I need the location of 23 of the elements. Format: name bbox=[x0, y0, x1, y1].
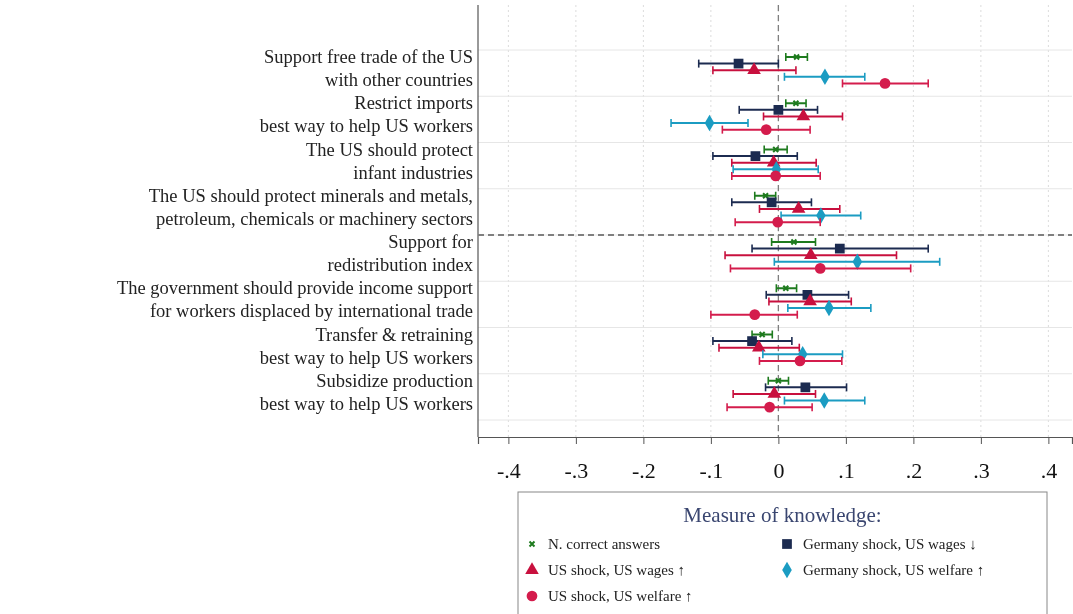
x-tick-label: -.3 bbox=[564, 457, 589, 483]
legend-label: Germany shock, US welfare ↑ bbox=[803, 562, 985, 578]
x-tick-label: -.4 bbox=[496, 457, 521, 483]
x-tick-label: -.1 bbox=[699, 457, 724, 483]
y-tick-label: Restrict imports best way to help US workers bbox=[259, 93, 473, 137]
y-tick-label: Subsidize production best way to help US workers bbox=[259, 370, 473, 414]
x-tick-label: .2 bbox=[905, 457, 923, 483]
y-tick-label: The government should provide income support for workers displaced by international trade bbox=[116, 278, 474, 322]
y-tick-label: The US should protect infant industries bbox=[306, 139, 474, 183]
legend-label: US shock, US welfare ↑ bbox=[548, 588, 693, 604]
x-tick-label: .4 bbox=[1040, 457, 1058, 483]
y-tick-label: Transfer & retraining best way to help US workers bbox=[259, 324, 473, 368]
x-tick-label: .3 bbox=[973, 457, 990, 483]
legend-label: N. correct answers bbox=[548, 536, 661, 552]
x-tick-label: .1 bbox=[838, 457, 855, 483]
x-tick-label: -.2 bbox=[631, 457, 656, 483]
y-tick-label: The US should protect minerals and metals, petroleum, chemicals or machinery sectors bbox=[148, 185, 473, 229]
x-tick-label: 0 bbox=[773, 457, 785, 483]
legend-label: US shock, US wages ↑ bbox=[548, 562, 686, 578]
y-tick-label: Support free trade of the US with other countries bbox=[263, 47, 473, 90]
legend-title: Measure of knowledge: bbox=[683, 503, 882, 527]
y-tick-label: Support for redistribution index bbox=[327, 232, 474, 275]
legend-label: Germany shock, US wages ↓ bbox=[803, 536, 977, 552]
